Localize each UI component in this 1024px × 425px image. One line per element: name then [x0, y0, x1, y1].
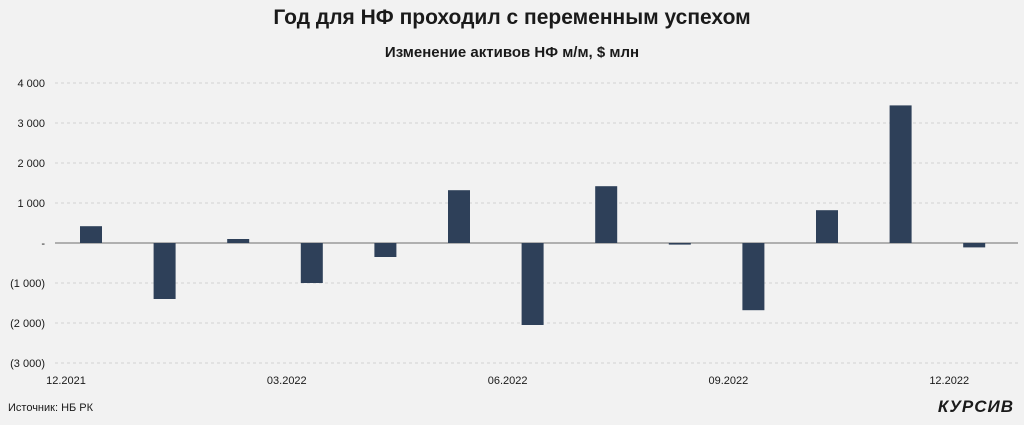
brand-logo: КУРСИВ	[937, 397, 1014, 416]
y-tick-labels: 4 000 3 000 2 000 1 000 - (1 000) (2 000) (3 00…	[10, 78, 45, 370]
bar-09.2022	[742, 243, 765, 311]
y-tick-label: 2 000	[17, 158, 45, 170]
x-tick-label: 06.2022	[488, 375, 528, 387]
y-tick-label: 4 000	[17, 78, 45, 90]
chart-title: Год для НФ проходил с переменным успехом	[273, 6, 751, 29]
x-tick-label: 12.2021	[46, 375, 86, 387]
bar-02.2022	[227, 239, 250, 243]
x-tick-labels: 12.2021 03.2022 06.2022 09.2022 12.2022	[46, 375, 969, 387]
bar-11.2022	[889, 105, 912, 244]
bar-12.2021	[80, 226, 102, 243]
bar-03.2022	[300, 243, 323, 283]
bar-10.2022	[816, 210, 838, 243]
x-tick-label: 09.2022	[709, 375, 749, 387]
bar-12.2022	[963, 243, 986, 248]
y-tick-label: -	[41, 238, 45, 250]
y-tick-label: 1 000	[17, 198, 45, 210]
y-tick-label: (3 000)	[10, 358, 45, 370]
chart-subtitle: Изменение активов НФ м/м, $ млн	[384, 44, 640, 61]
bar-04.2022	[374, 243, 397, 257]
x-tick-label: 12.2022	[929, 375, 969, 387]
bar-08.2022	[668, 243, 691, 245]
bar-07.2022	[595, 186, 618, 243]
bars	[80, 105, 986, 325]
y-tick-label: (1 000)	[10, 278, 45, 290]
y-tick-label: 3 000	[17, 118, 45, 130]
bar-05.2022	[448, 190, 470, 243]
x-tick-label: 03.2022	[267, 375, 307, 387]
bar-01.2022	[153, 243, 176, 299]
bar-06.2022	[521, 243, 544, 325]
y-tick-label: (2 000)	[10, 318, 45, 330]
source-note: Источник: НБ РК	[8, 402, 94, 414]
